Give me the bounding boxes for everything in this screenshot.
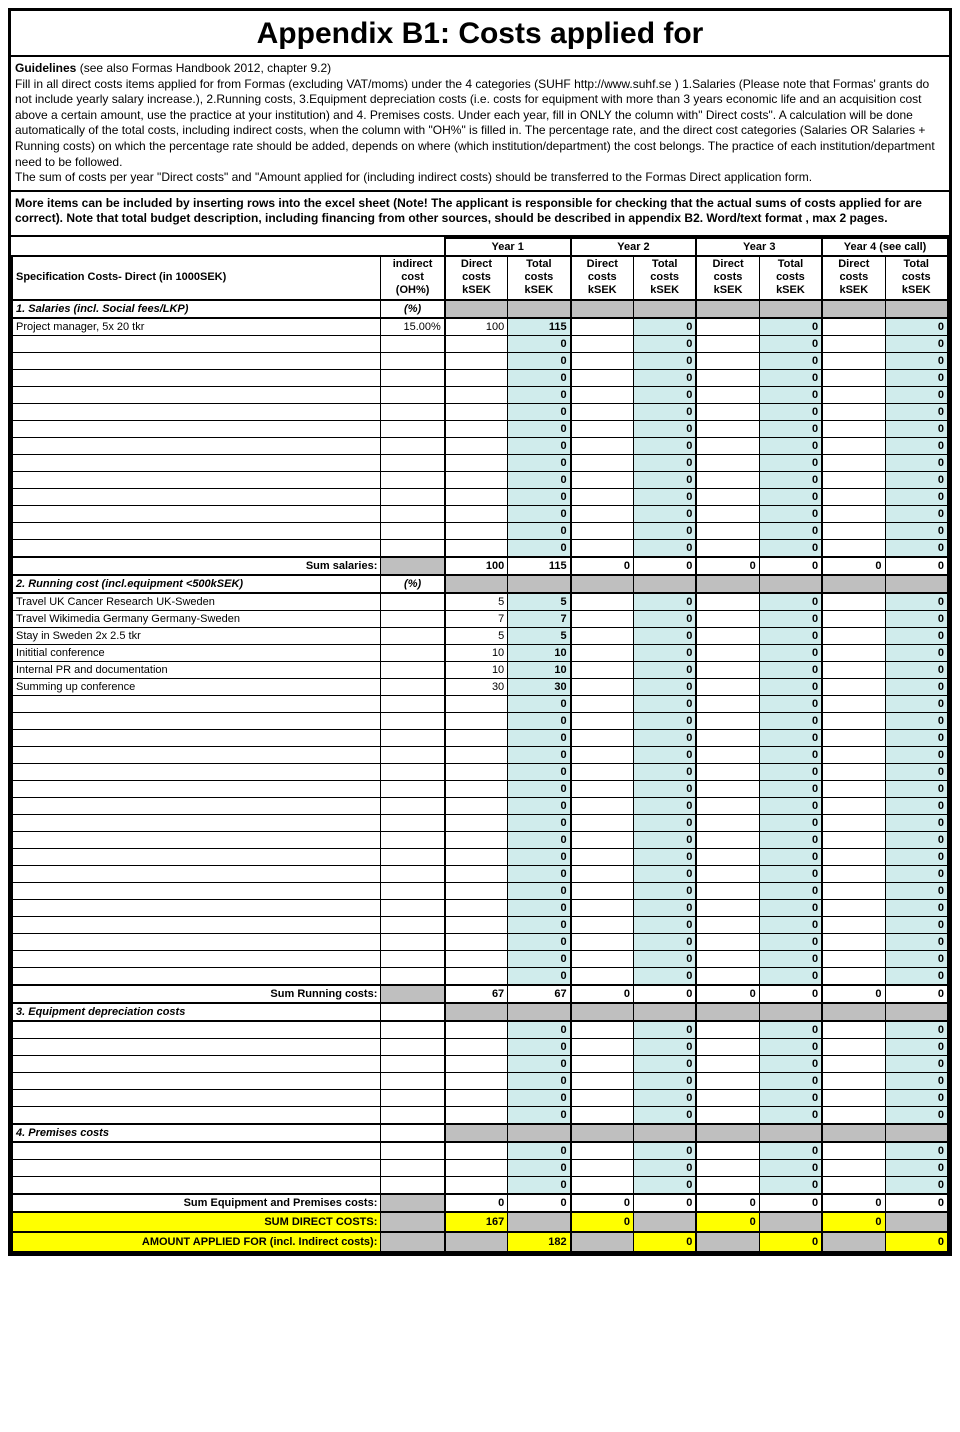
table-row: 0000 (12, 848, 948, 865)
guidelines-ref: (see also Formas Handbook 2012, chapter … (80, 61, 331, 75)
table-row: 0000 (12, 916, 948, 933)
table-row: 0000 (12, 403, 948, 420)
direct-header: DirectcostskSEK (571, 256, 634, 300)
appendix-b1-container: Appendix B1: Costs applied for Guideline… (8, 8, 952, 1256)
direct-header: DirectcostskSEK (696, 256, 759, 300)
table-row: 0000 (12, 1089, 948, 1106)
more-items-note: More items can be included by inserting … (11, 192, 949, 237)
table-row: 0000 (12, 899, 948, 916)
spec-header: Specification Costs- Direct (in 1000SEK) (12, 256, 381, 300)
table-row: 0000 (12, 1159, 948, 1176)
table-row: 0000 (12, 335, 948, 352)
table-row: Travel Wikimedia Germany Germany-Sweden7… (12, 610, 948, 627)
table-row: 0000 (12, 933, 948, 950)
table-row: 0000 (12, 865, 948, 882)
table-row: Internal PR and documentation1010000 (12, 661, 948, 678)
table-row: 0000 (12, 352, 948, 369)
sum-row: Sum Running costs:6767000000 (12, 985, 948, 1003)
amount-applied-row: AMOUNT APPLIED FOR (incl. Indirect costs… (12, 1232, 948, 1252)
table-row: 0000 (12, 814, 948, 831)
year-header: Year 1 (445, 238, 571, 256)
table-row: 0000 (12, 505, 948, 522)
table-row: Stay in Sweden 2x 2.5 tkr55000 (12, 627, 948, 644)
table-row: 0000 (12, 369, 948, 386)
table-row: 0000 (12, 1038, 948, 1055)
table-row: 0000 (12, 1142, 948, 1160)
table-row: 0000 (12, 1106, 948, 1124)
table-row: 0000 (12, 746, 948, 763)
section-header: 3. Equipment depreciation costs (12, 1003, 948, 1021)
table-row: 0000 (12, 1176, 948, 1194)
direct-header: DirectcostskSEK (445, 256, 508, 300)
table-row: 0000 (12, 1055, 948, 1072)
table-row: 0000 (12, 950, 948, 967)
table-row: 0000 (12, 539, 948, 557)
year-header: Year 2 (571, 238, 697, 256)
section-header: 4. Premises costs (12, 1124, 948, 1142)
table-row: 0000 (12, 522, 948, 539)
table-row: 0000 (12, 967, 948, 985)
table-row: 0000 (12, 882, 948, 899)
table-row: 0000 (12, 729, 948, 746)
table-row: 0000 (12, 420, 948, 437)
table-row: 0000 (12, 797, 948, 814)
table-row: 0000 (12, 780, 948, 797)
table-row: Inititial conference1010000 (12, 644, 948, 661)
guidelines-box: Guidelines (see also Formas Handbook 201… (11, 55, 949, 192)
total-header: TotalcostskSEK (508, 256, 571, 300)
table-row: 0000 (12, 1021, 948, 1039)
table-row: 0000 (12, 712, 948, 729)
table-row: Project manager, 5x 20 tkr15.00%10011500… (12, 318, 948, 336)
table-row: 0000 (12, 471, 948, 488)
total-header: TotalcostskSEK (885, 256, 948, 300)
table-row: 0000 (12, 488, 948, 505)
table-row: Summing up conference3030000 (12, 678, 948, 695)
table-row: 0000 (12, 386, 948, 403)
total-header: TotalcostskSEK (759, 256, 822, 300)
table-row: 0000 (12, 454, 948, 471)
table-row: 0000 (12, 1072, 948, 1089)
section-header: 1. Salaries (incl. Social fees/LKP)(%) (12, 300, 948, 318)
table-row: 0000 (12, 695, 948, 712)
cost-table: Year 1Year 2Year 3Year 4 (see call) Speci… (11, 237, 949, 1253)
page-title: Appendix B1: Costs applied for (11, 17, 949, 51)
table-row: 0000 (12, 437, 948, 454)
direct-header: DirectcostskSEK (822, 256, 885, 300)
guidelines-label: Guidelines (15, 61, 76, 75)
table-row: Travel UK Cancer Research UK-Sweden55000 (12, 593, 948, 611)
table-row: 0000 (12, 763, 948, 780)
year-header: Year 4 (see call) (822, 238, 948, 256)
table-row: 0000 (12, 831, 948, 848)
section-header: 2. Running cost (incl.equipment <500kSEK… (12, 575, 948, 593)
oh-header: indirectcost(OH%) (381, 256, 445, 300)
sum-row: Sum salaries:100115000000 (12, 557, 948, 575)
year-header: Year 3 (696, 238, 822, 256)
sum-direct-row: SUM DIRECT COSTS:167000 (12, 1212, 948, 1232)
sum-row: Sum Equipment and Premises costs:0000000… (12, 1194, 948, 1212)
total-header: TotalcostskSEK (633, 256, 696, 300)
guidelines-body: Fill in all direct costs items applied f… (15, 77, 935, 185)
